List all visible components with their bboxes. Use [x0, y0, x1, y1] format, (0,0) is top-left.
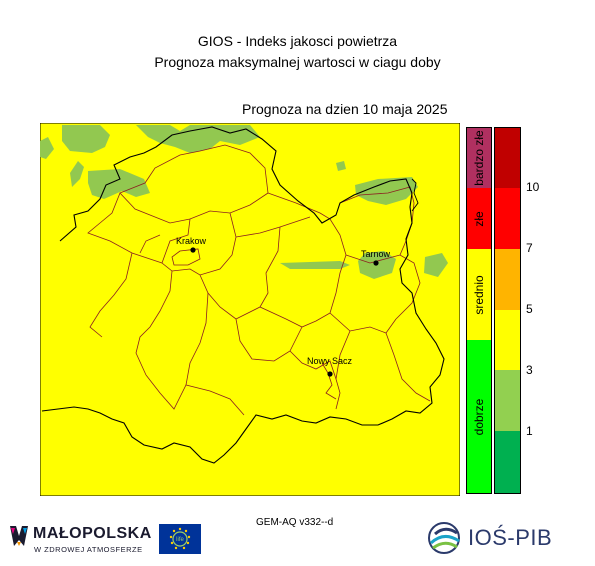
scale-tick: 1: [526, 424, 533, 438]
green-area-nw-small: [70, 161, 84, 187]
category-moderate: srednio: [467, 249, 491, 340]
scale-segment: [495, 310, 520, 340]
ios-pib-name: IOŚ-PIB: [468, 525, 553, 550]
city-nowy-sacz: Nowy Sacz: [307, 356, 353, 377]
category-label: srednio: [472, 274, 486, 315]
model-label: GEM-AQ v332--d: [256, 517, 334, 528]
green-area-w: [40, 137, 54, 159]
green-area-n: [136, 125, 260, 153]
scale-segment: [495, 370, 520, 431]
scale-tick: 3: [526, 363, 533, 377]
map-subtitle: Prognoza maksymalnej wartosci w ciagu do…: [154, 54, 441, 70]
eu-life-text: life: [176, 537, 184, 543]
green-area-e: [424, 253, 448, 277]
city-marker: [190, 247, 196, 253]
category-label: bardzo złe: [472, 130, 486, 186]
category-label: złe: [472, 210, 486, 227]
city-tarnow: Tarnow: [361, 249, 391, 266]
forecast-date: Prognoza na dzien 10 maja 2025: [242, 101, 448, 117]
scale-segment: [495, 431, 520, 493]
green-band-1: [280, 261, 350, 269]
city-label: Tarnow: [361, 249, 391, 259]
malopolska-name: MAŁOPOLSKA: [33, 525, 152, 542]
category-legend: bardzo złe złe srednio dobrze: [466, 127, 492, 494]
scale-segment: [495, 188, 520, 218]
category-bad: złe: [467, 188, 491, 249]
scale-tick: 7: [526, 241, 533, 255]
malopolska-tagline: W ZDROWEJ ATMOSFERZE: [34, 545, 143, 554]
region-border: [41, 126, 445, 464]
scale-tick: 10: [526, 180, 540, 194]
green-area-ne-small: [336, 161, 346, 171]
category-label: dobrze: [472, 398, 486, 435]
value-scale: [494, 127, 521, 494]
county-borders: [87, 144, 431, 416]
scale-segment: [495, 340, 520, 370]
city-label: Nowy Sacz: [307, 356, 353, 366]
green-area-nw: [62, 125, 110, 153]
map-title: GIOS - Indeks jakosci powietrza: [197, 33, 398, 49]
scale-segment: [495, 128, 520, 188]
scale-segment: [495, 218, 520, 249]
eu-life-logo-icon: life: [159, 524, 201, 554]
malopolska-logo-icon: [10, 526, 28, 546]
ios-pib-logo-icon: [428, 522, 460, 554]
city-label: Krakow: [176, 236, 207, 246]
city-krakow: Krakow: [176, 236, 207, 253]
scale-segment: [495, 249, 520, 310]
region-border-east: [411, 178, 419, 212]
air-quality-map: Krakow Tarnow Nowy Sacz: [40, 123, 460, 496]
city-marker: [327, 371, 333, 377]
category-good: dobrze: [467, 340, 491, 493]
city-marker: [373, 260, 379, 266]
scale-tick: 5: [526, 302, 533, 316]
category-very-bad: bardzo złe: [467, 128, 491, 188]
